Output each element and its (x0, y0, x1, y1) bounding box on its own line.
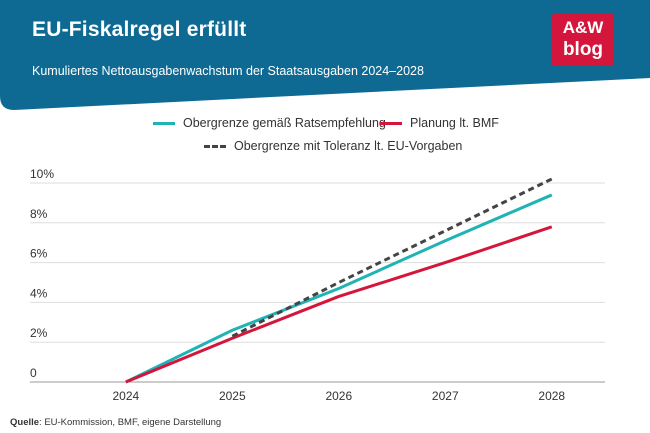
legend-label-cyan: Obergrenze gemäß Ratsempfehlung (183, 116, 386, 130)
x-tick-label: 2027 (432, 389, 459, 403)
legend-swatch-dashed (204, 144, 226, 148)
y-tick-label: 0 (30, 366, 37, 380)
x-tick-label: 2026 (325, 389, 352, 403)
legend-label-dashed: Obergrenze mit Toleranz lt. EU-Vorgaben (234, 139, 463, 153)
y-tick-label: 2% (30, 326, 48, 340)
legend-item-red: Planung lt. BMF (380, 116, 499, 130)
source-text: : EU-Kommission, BMF, eigene Darstellung (39, 417, 222, 428)
x-tick-label: 2024 (112, 389, 139, 403)
header-banner-shape (0, 0, 650, 110)
source-label: Quelle (10, 417, 40, 428)
page-title: EU-Fiskalregel erfüllt (32, 18, 247, 41)
header-banner (0, 0, 650, 110)
logo-line-2: blog (562, 39, 604, 60)
series-line-obergrenze (125, 193, 553, 384)
legend-item-cyan: Obergrenze gemäß Ratsempfehlung (153, 116, 386, 130)
y-tick-label: 10% (30, 167, 54, 181)
y-tick-label: 8% (30, 207, 48, 221)
y-tick-label: 6% (30, 247, 48, 261)
legend-item-dashed: Obergrenze mit Toleranz lt. EU-Vorgaben (204, 139, 462, 153)
legend-label-red: Planung lt. BMF (410, 116, 499, 130)
legend-swatch-cyan (153, 121, 175, 125)
logo-line-1: A&W (562, 18, 604, 37)
brand-logo: A&W blog (552, 14, 614, 66)
source-note: Quelle: EU-Kommission, BMF, eigene Darst… (10, 417, 221, 428)
legend-swatch-red (380, 121, 402, 125)
x-tick-label: 2025 (219, 389, 246, 403)
page-subtitle: Kumuliertes Nettoausgabenwachstum der St… (32, 64, 424, 78)
y-tick-label: 4% (30, 286, 48, 300)
x-tick-label: 2028 (538, 389, 565, 403)
series-line-toleranz (231, 177, 553, 338)
series-line-planung (125, 225, 553, 384)
